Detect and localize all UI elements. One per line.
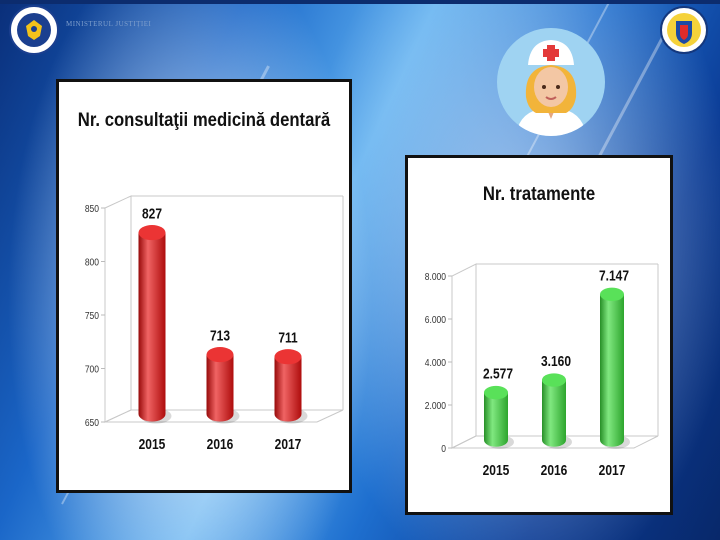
y-tick-label: 800: [85, 257, 99, 268]
bar-top-2016: [206, 347, 234, 363]
data-label-2016: 713: [210, 327, 230, 344]
government-romania-logo-icon: [9, 5, 59, 55]
chart-labels: 2.577 2015 3.160 2016 7.147 2017: [483, 267, 629, 478]
bar-2016: [542, 380, 566, 447]
bar-2016: [206, 354, 234, 422]
chart-axes: 650 700 750 800 850: [85, 195, 344, 428]
bar-2015: [484, 392, 508, 447]
x-tick-label-2016: 2016: [207, 436, 234, 453]
x-tick-label-2017: 2017: [275, 436, 302, 453]
chart-panel-dental-consultations: Nr. consultaţii medicină dentară 650 700 7…: [56, 79, 352, 493]
chart-title: Nr. tratamente: [483, 183, 595, 204]
bar-2017: [274, 356, 302, 422]
dental-consultations-chart: Nr. consultaţii medicină dentară 650 700 7…: [78, 109, 344, 452]
chart-title: Nr. consultaţii medicină dentară: [78, 109, 331, 130]
x-tick-label-2016: 2016: [541, 462, 568, 479]
bar-top-2015: [138, 225, 166, 241]
y-tick-label: 8.000: [425, 271, 446, 282]
bar-2015: [138, 232, 166, 422]
chart-bars: [484, 287, 630, 449]
data-label-2017: 7.147: [599, 267, 629, 284]
x-tick-label-2017: 2017: [599, 462, 626, 479]
chart-labels: 827 2015 713 2016 711 2017: [139, 205, 302, 452]
chart-panel-treatments: Nr. tratamente 0 2.000 4.000 6.000 8.000 2.5…: [405, 155, 673, 515]
y-tick-label: 4.000: [425, 357, 446, 368]
y-tick-label: 0: [441, 443, 446, 454]
top-bar: [0, 0, 720, 4]
bar-top-2017: [274, 349, 302, 365]
data-label-2015: 827: [142, 205, 162, 222]
ministry-text: Ministerul Justiției: [66, 20, 152, 28]
bar-top-2017: [600, 287, 624, 302]
chart-bars: [138, 225, 308, 424]
chart-side-wall: [451, 263, 477, 449]
y-tick-label: 650: [85, 417, 99, 428]
nurse-avatar-icon: [497, 28, 605, 136]
data-label-2016: 3.160: [541, 353, 571, 370]
y-tick-label: 850: [85, 203, 99, 214]
bar-top-2015: [484, 385, 508, 400]
y-tick-label: 700: [85, 364, 99, 375]
x-tick-label-2015: 2015: [139, 436, 166, 453]
y-tick-label: 750: [85, 310, 99, 321]
chart-axes: 0 2.000 4.000 6.000 8.000: [425, 263, 659, 454]
bar-2017: [600, 294, 624, 447]
chart-side-wall: [104, 195, 132, 423]
x-tick-label-2015: 2015: [483, 462, 510, 479]
y-tick-label: 2.000: [425, 400, 446, 411]
penitentiary-administration-crest-icon: [660, 6, 708, 54]
data-label-2015: 2.577: [483, 365, 513, 382]
treatments-chart: Nr. tratamente 0 2.000 4.000 6.000 8.000 2.5…: [425, 183, 659, 478]
y-tick-label: 6.000: [425, 314, 446, 325]
bar-top-2016: [542, 373, 566, 387]
data-label-2017: 711: [278, 329, 298, 346]
